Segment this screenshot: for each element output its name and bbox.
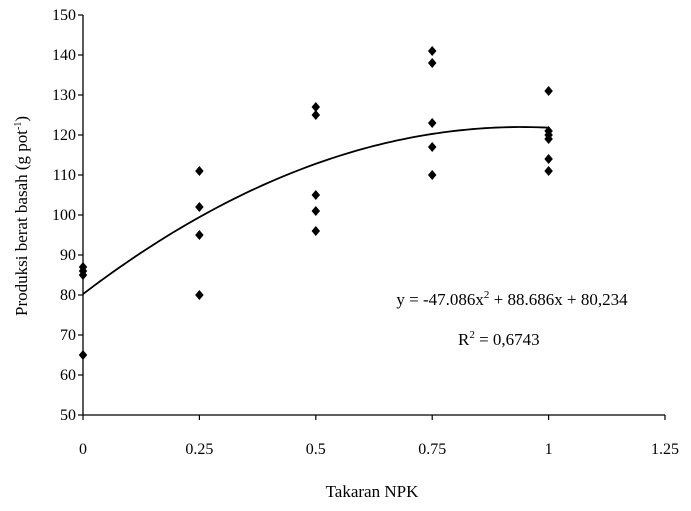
x-tick-label: 0.75 [418, 441, 446, 458]
data-point [544, 154, 553, 164]
data-point [427, 118, 437, 128]
axis-ticks [78, 14, 666, 420]
r2-rest: = 0,6743 [475, 330, 540, 349]
data-point [311, 226, 321, 236]
axes [82, 15, 665, 416]
data-point [427, 142, 437, 152]
data-point [427, 46, 437, 56]
y-tick-label: 150 [52, 7, 76, 24]
data-point [311, 110, 321, 120]
data-point [195, 166, 204, 176]
x-tick-label: 0.5 [306, 441, 326, 458]
r-squared-label: R2 = 0,6743 [458, 329, 540, 349]
y-axis-title-main: Produksi berat basah (g pot [12, 130, 31, 316]
data-point [544, 166, 553, 176]
x-axis-title: Takaran NPK [326, 482, 419, 501]
data-point [427, 170, 437, 180]
data-point [78, 270, 88, 280]
equation-rest: + 88.686x + 80,234 [489, 290, 628, 309]
x-tick-label: 1 [545, 441, 553, 458]
y-tick-label: 90 [60, 247, 76, 264]
equation-main: y = -47.086x [396, 290, 484, 309]
r2-sup: 2 [469, 329, 475, 341]
equation-sup: 2 [484, 289, 490, 301]
r2-main: R [458, 330, 470, 349]
data-point [544, 134, 553, 144]
y-tick-label: 100 [52, 207, 76, 224]
data-point [311, 206, 321, 216]
y-tick-label: 130 [52, 87, 76, 104]
y-tick-label: 110 [53, 167, 76, 184]
data-points [78, 46, 553, 360]
y-axis-title: Produksi berat basah (g pot-1) [12, 116, 31, 316]
tick-labels: 50 60 70 80 90 100 110 120 130 140 150 0 0.25 0.5 0.75… [52, 7, 679, 458]
y-tick-label: 70 [60, 327, 76, 344]
equation-label: y = -47.086x2 + 88.686x + 80,234 [396, 289, 628, 309]
data-point [195, 290, 204, 300]
y-tick-label: 80 [60, 287, 76, 304]
x-tick-label: 0 [79, 441, 87, 458]
data-point [427, 58, 437, 68]
data-point [195, 230, 204, 240]
trendline [82, 126, 549, 295]
data-point [311, 102, 321, 112]
y-tick-label: 50 [60, 407, 76, 424]
x-tick-label: 0.25 [185, 441, 213, 458]
y-tick-label: 140 [52, 47, 76, 64]
y-axis-title-close: ) [12, 116, 31, 122]
data-point [544, 86, 553, 96]
data-point [195, 202, 204, 212]
y-tick-label: 60 [60, 367, 76, 384]
y-tick-label: 120 [52, 127, 76, 144]
data-point [78, 350, 88, 360]
y-axis-title-sup: -1 [13, 122, 24, 130]
x-tick-label: 1.25 [651, 441, 679, 458]
data-point [311, 190, 321, 200]
